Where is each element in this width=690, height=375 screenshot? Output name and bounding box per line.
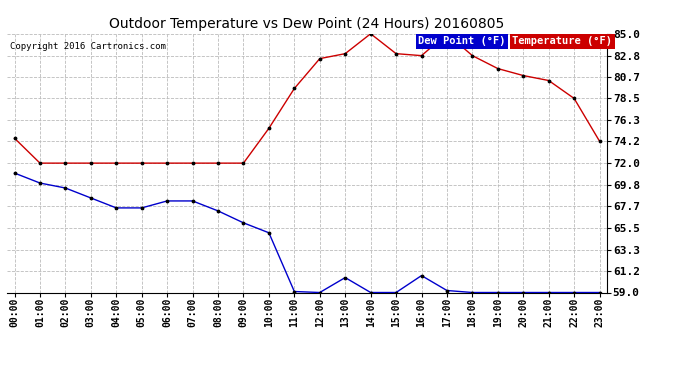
Title: Outdoor Temperature vs Dew Point (24 Hours) 20160805: Outdoor Temperature vs Dew Point (24 Hou… xyxy=(110,17,504,31)
Text: Dew Point (°F): Dew Point (°F) xyxy=(418,36,506,46)
Text: Temperature (°F): Temperature (°F) xyxy=(513,36,612,46)
Text: Copyright 2016 Cartronics.com: Copyright 2016 Cartronics.com xyxy=(10,42,166,51)
